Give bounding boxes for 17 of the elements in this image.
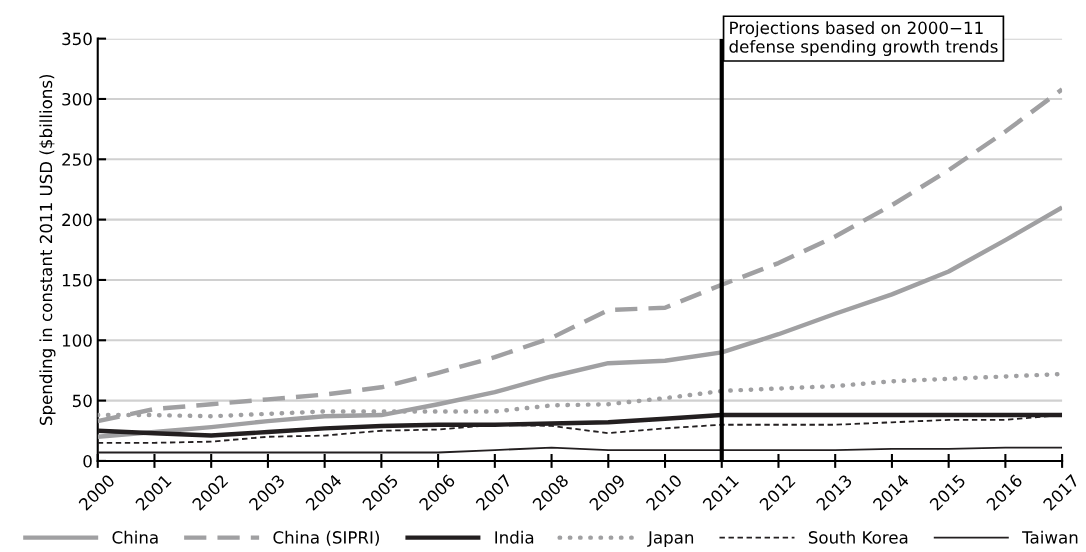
legend-label: Japan bbox=[647, 531, 694, 547]
y-tick-label: 250 bbox=[62, 153, 92, 166]
y-axis-title: Spending in constant 2011 USD ($billions) bbox=[39, 74, 56, 425]
legend-label: Taiwan bbox=[1022, 530, 1078, 544]
legend-label: South Korea bbox=[808, 530, 908, 544]
ref-line-label: Projections based on 2000−11 defense spending growth trends bbox=[729, 21, 998, 57]
y-tick-label: 150 bbox=[62, 273, 92, 287]
y-tick-label: 350 bbox=[62, 32, 92, 46]
y-tick-label: 100 bbox=[62, 334, 92, 347]
legend-label: China bbox=[112, 530, 158, 544]
y-tick-label: 300 bbox=[62, 92, 92, 106]
line-series bbox=[97, 87, 1063, 424]
legend-label: India bbox=[495, 530, 534, 544]
y-tick-label: 200 bbox=[62, 213, 92, 227]
y-tick-label: 0 bbox=[83, 454, 92, 468]
y-tick-label: 50 bbox=[72, 394, 92, 408]
legend-label: China (SIPRI) bbox=[273, 530, 379, 546]
